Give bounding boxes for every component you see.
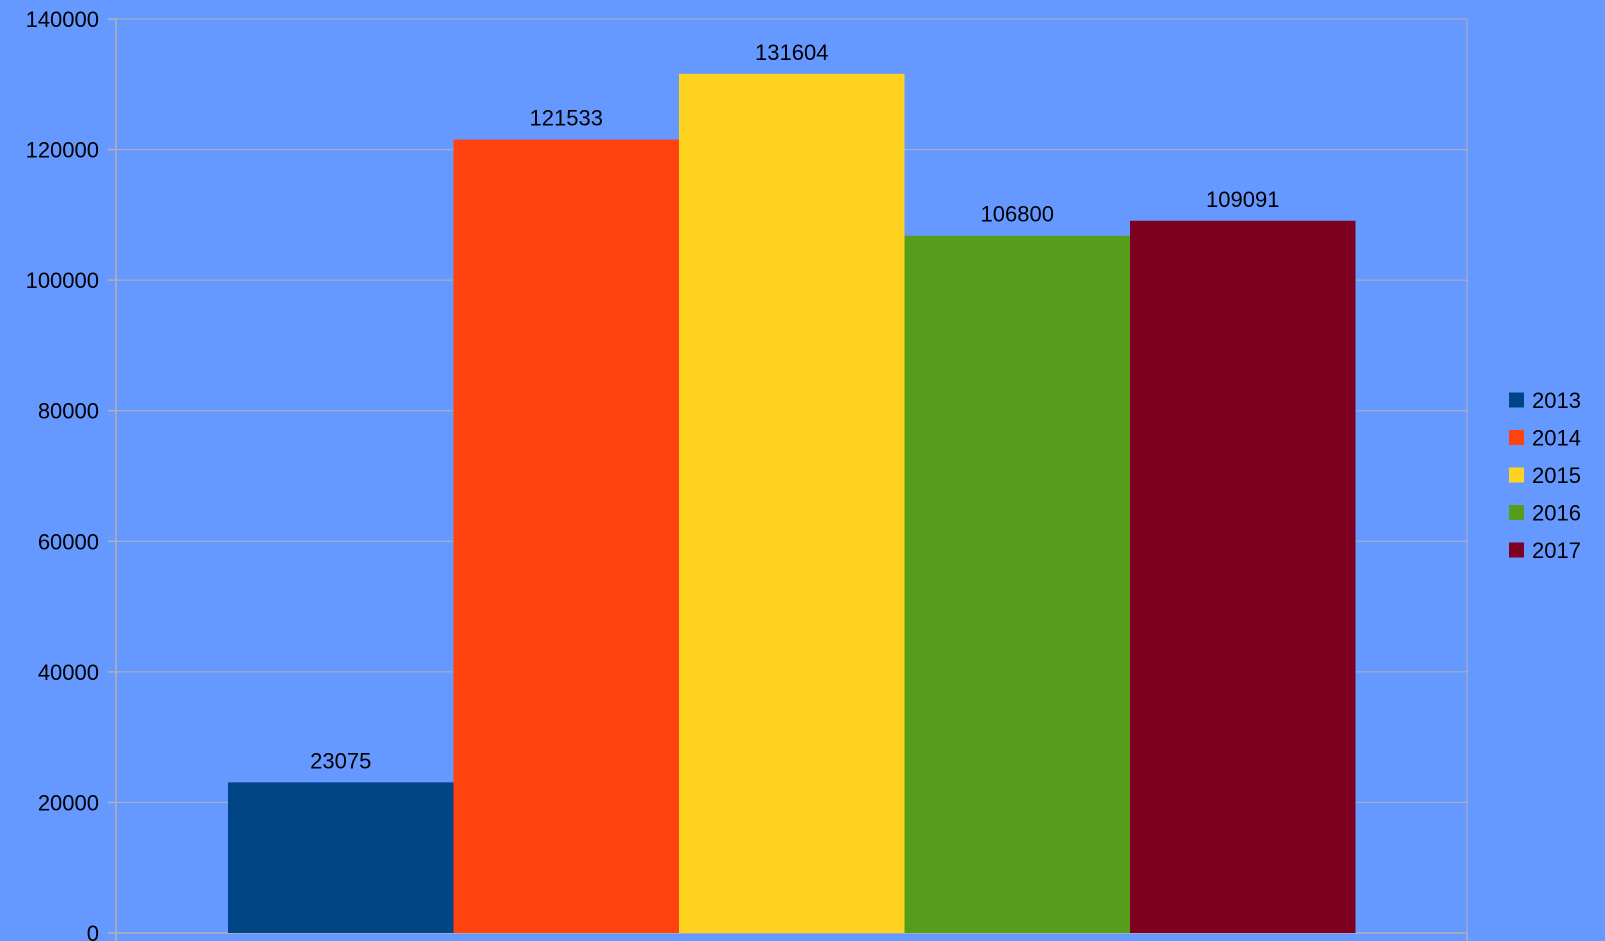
axes: 0 20000 40000 60000 80000 100000 120000 140000 [26, 7, 1468, 941]
data-label-2014: 121533 [530, 106, 603, 131]
legend: 2013 2014 2015 2016 2017 [1509, 388, 1581, 563]
data-label-2013: 23075 [310, 748, 371, 773]
legend-label-2015: 2015 [1532, 463, 1581, 488]
y-tick-label: 40000 [38, 660, 99, 685]
legend-swatch-2017 [1509, 542, 1524, 558]
legend-label-2013: 2013 [1532, 388, 1581, 413]
data-label-2016: 106800 [981, 202, 1054, 227]
bar-2013 [228, 782, 454, 933]
bar-2017 [1130, 220, 1356, 933]
bar-2014 [453, 139, 679, 934]
y-tick-label: 20000 [38, 790, 99, 815]
y-tick-label: 100000 [26, 268, 99, 293]
y-tick-label: 60000 [38, 529, 99, 554]
legend-swatch-2015 [1509, 467, 1524, 483]
bar-2015 [679, 73, 905, 933]
legend-label-2016: 2016 [1532, 501, 1581, 526]
legend-label-2017: 2017 [1532, 538, 1581, 563]
y-tick-label: 80000 [38, 399, 99, 424]
legend-swatch-2014 [1509, 430, 1524, 445]
data-label-2017: 109091 [1206, 187, 1279, 212]
bars [228, 73, 1356, 934]
legend-swatch-2016 [1509, 505, 1524, 520]
y-tick-label: 120000 [26, 138, 99, 163]
legend-swatch-2013 [1509, 392, 1524, 408]
bar-2016 [904, 235, 1130, 934]
legend-label-2014: 2014 [1532, 426, 1581, 451]
data-label-2015: 131604 [755, 40, 828, 65]
data-labels: 23075 121533 131604 106800 109091 [310, 40, 1279, 774]
y-tick-label: 0 [87, 921, 99, 941]
y-tick-label: 140000 [26, 7, 99, 32]
